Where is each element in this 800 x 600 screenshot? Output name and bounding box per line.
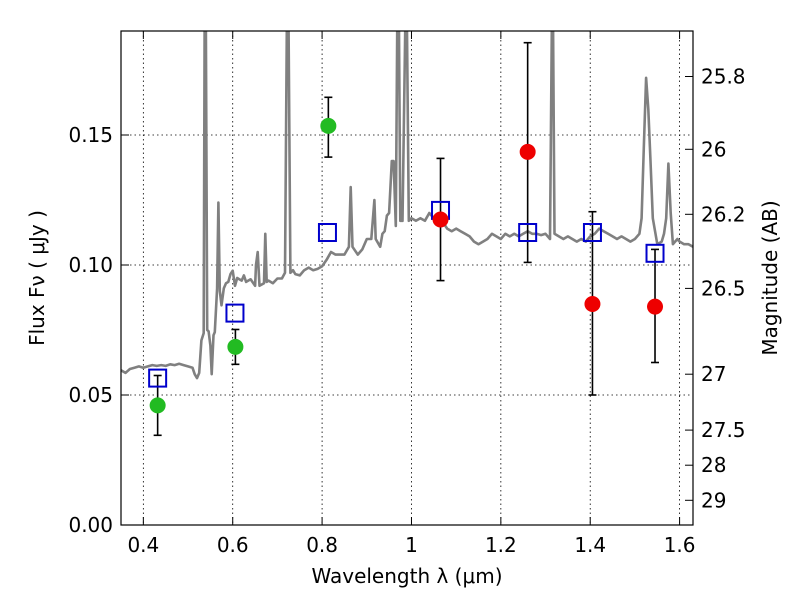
observed-photometry-point [519,143,536,160]
y-tick-label: 0.15 [68,123,113,147]
observed-photometry-point [432,211,449,228]
observed-photometry-point [149,397,166,414]
model-photometry-square [148,368,168,388]
observed-photometry-point [227,338,244,355]
y-tick-label: 0.00 [68,513,113,537]
x-axis-label: Wavelength λ (μm) [311,564,502,588]
y-tick-label: 0.10 [68,253,113,277]
x-tick-label: 0.6 [217,533,249,557]
x-tick-label: 1.2 [485,533,517,557]
magnitude-tick-label: 27 [701,362,726,386]
observed-photometry-point [320,117,337,134]
observed-photometry-point [647,298,664,315]
x-tick-label: 0.4 [127,533,159,557]
spectrum-line [121,31,693,380]
model-photometry-square [582,223,602,242]
model-photometry-square [518,223,538,242]
model-photometry-square [317,223,337,242]
magnitude-tick-label: 26.2 [701,202,746,226]
x-tick-label: 1 [405,533,418,557]
model-photometry-square [225,303,245,323]
axis-ticks: 0.4 0.6 0.8 1 1.2 1.4 1.6 0.00 0.05 0.10 0.15 25.8 2… [68,31,746,557]
data-markers [148,117,665,414]
x-tick-label: 1.4 [574,533,606,557]
magnitude-tick-label: 28 [701,453,726,477]
observed-photometry-point [584,296,601,312]
y-tick-label: 0.05 [68,383,113,407]
y-axis-label: Flux Fν ( μJy ) [25,210,49,346]
plot-frame [120,30,694,526]
model-photometry-square [645,243,665,263]
x-tick-label: 1.6 [664,533,696,557]
magnitude-tick-label: 27.5 [701,418,746,442]
magnitude-tick-label: 29 [701,488,726,512]
magnitude-tick-label: 26.5 [701,276,746,300]
model-spectrum [121,31,693,380]
magnitude-tick-label: 26 [701,137,726,161]
magnitude-tick-label: 25.8 [701,65,746,89]
x-tick-label: 0.8 [306,533,338,557]
y-right-axis-label: Magnitude (AB) [758,200,782,355]
